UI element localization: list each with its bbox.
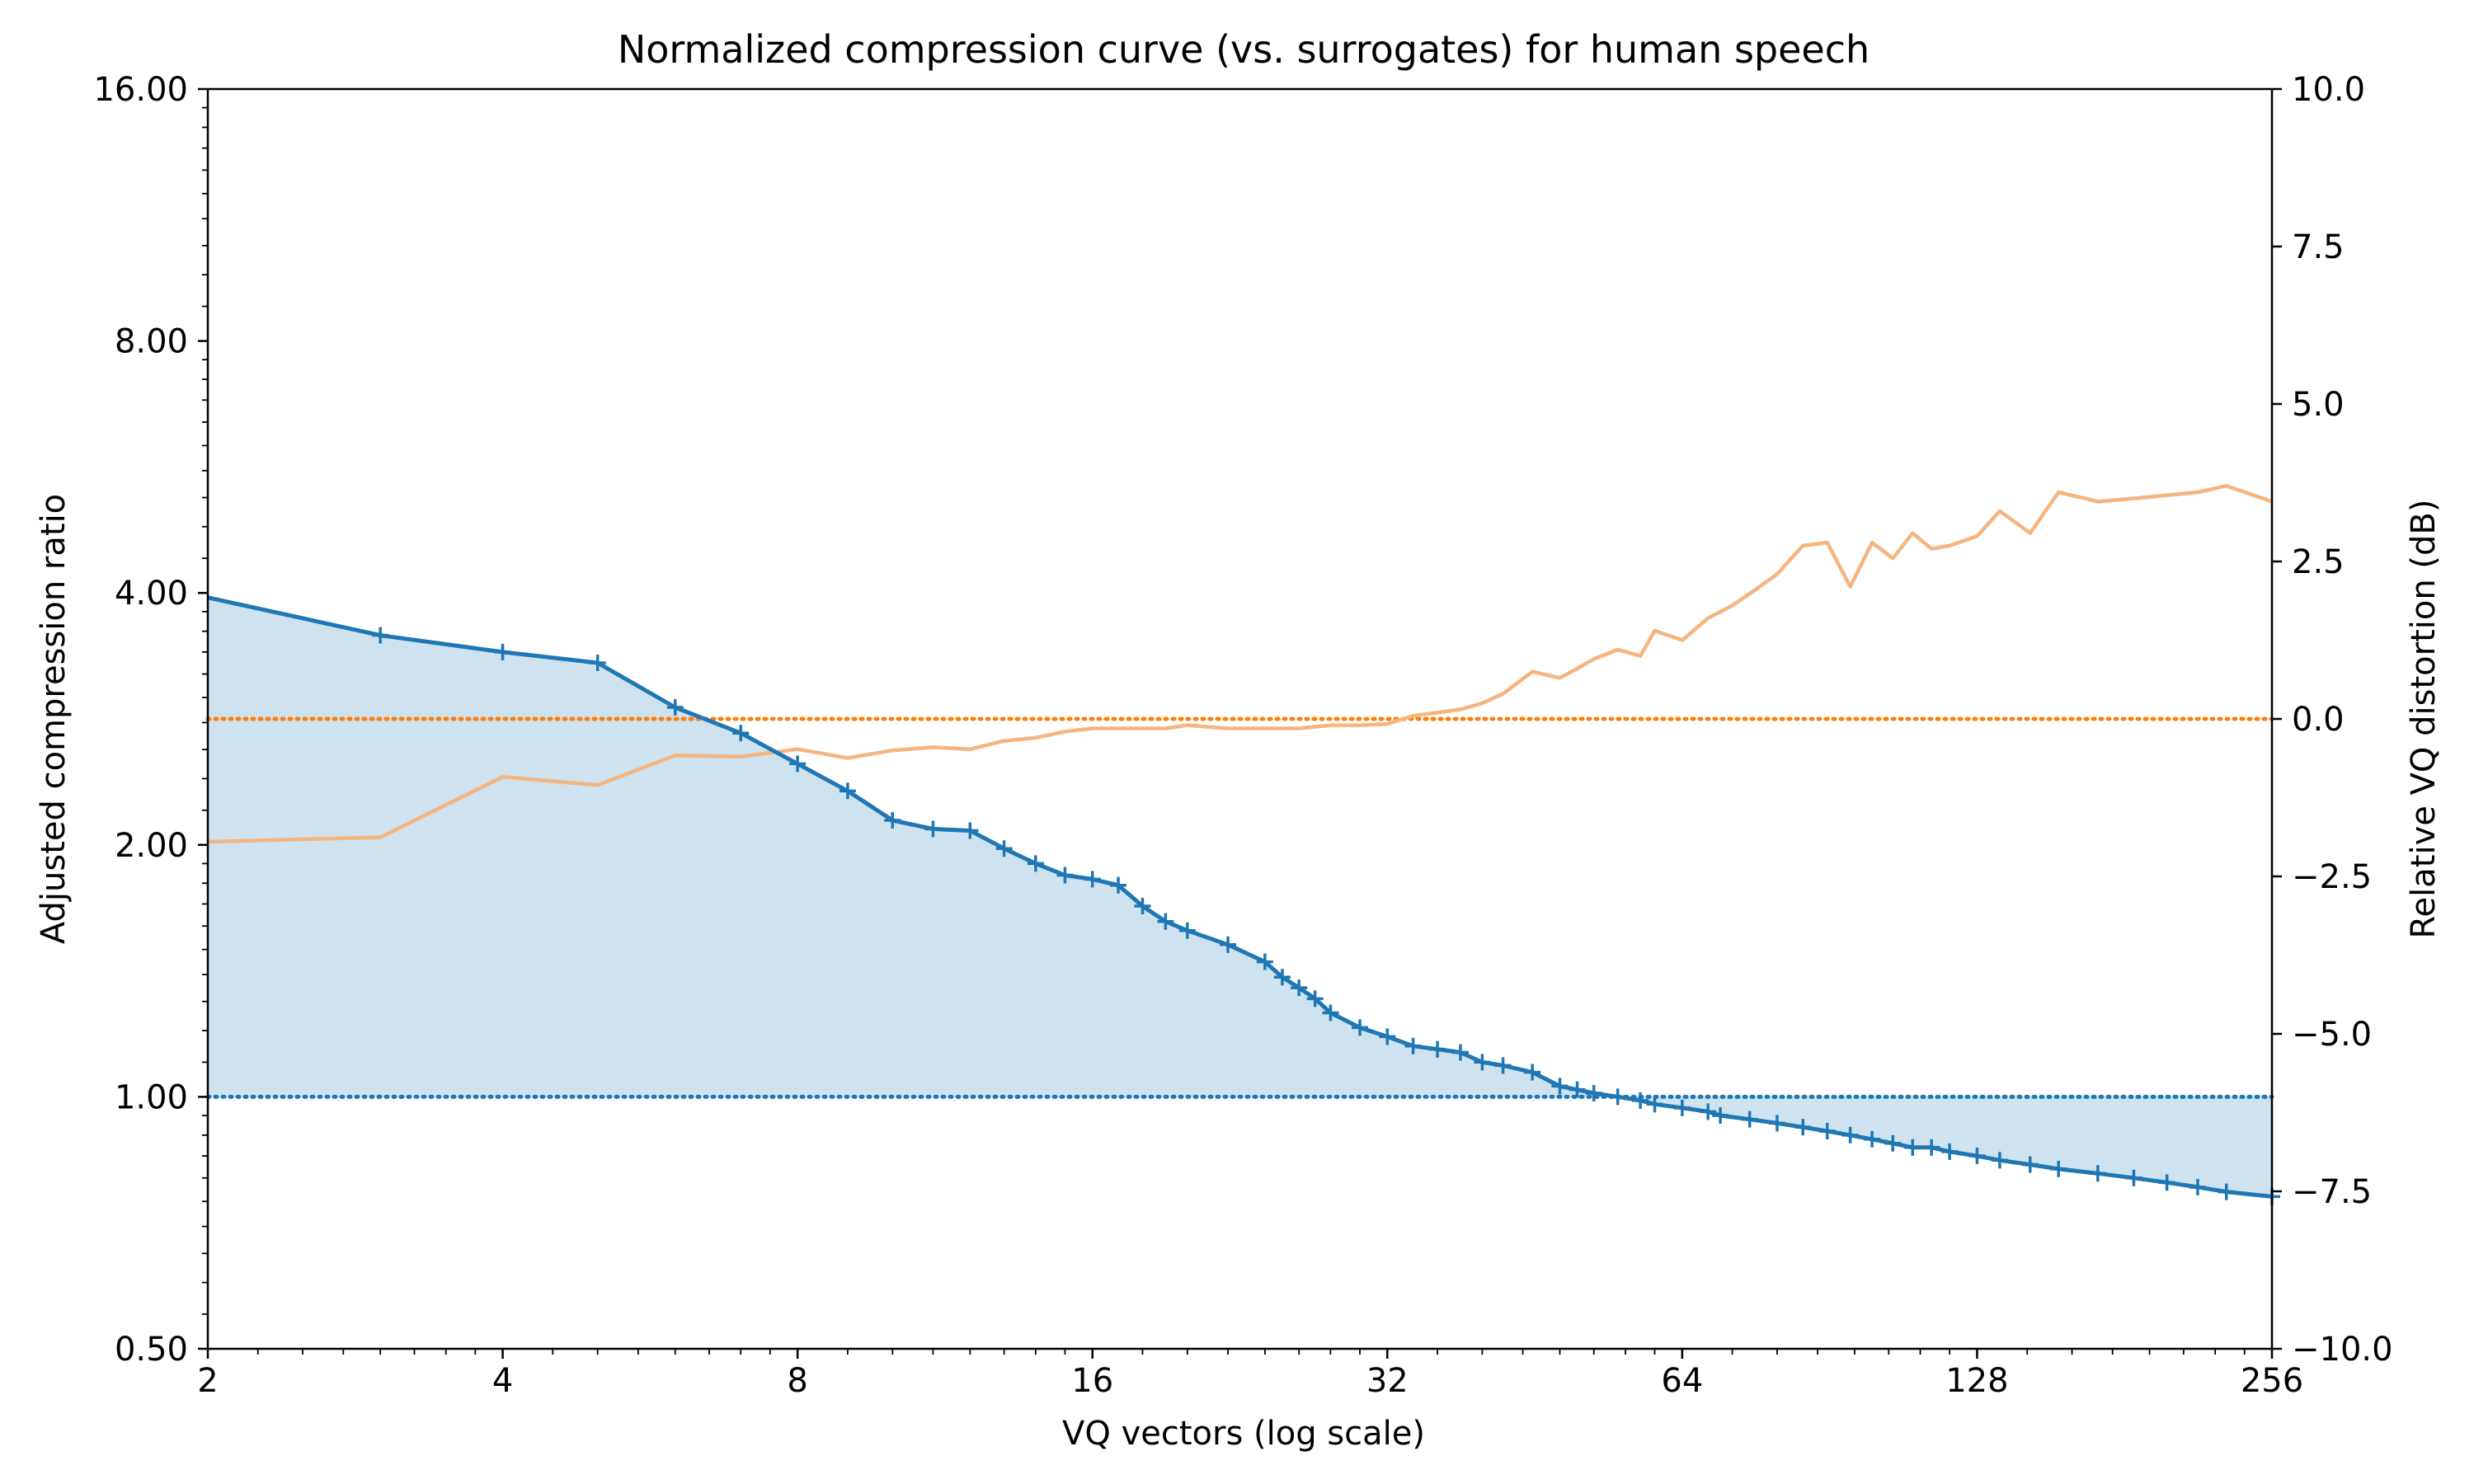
compression-point [1157, 913, 1174, 930]
compression-point [1768, 1115, 1785, 1132]
compression-point [2218, 1183, 2235, 1200]
compression-point [995, 840, 1013, 857]
compression-point [1219, 936, 1236, 953]
compression-point [1322, 1004, 1339, 1021]
distortion-series-line [207, 484, 2273, 844]
y-tick-label-right: −5.0 [2292, 1016, 2372, 1054]
compression-point [1178, 922, 1196, 939]
y-tick-label-right: −7.5 [2292, 1173, 2372, 1211]
compression-point [372, 627, 389, 644]
compression-point [2189, 1178, 2206, 1195]
axes: 2 4 8 16 32 64 128 256 0.50 1.00 2.00 4.00 8.00 16.00… [93, 71, 2392, 1400]
compression-point [1841, 1126, 1859, 1144]
compression-point [1884, 1134, 1902, 1152]
compression-point [732, 725, 750, 742]
compression-point [1941, 1143, 1959, 1160]
compression-point [1084, 871, 1101, 888]
x-tick-label: 64 [1661, 1362, 1703, 1400]
compression-point [1451, 1044, 1469, 1061]
compression-fill [208, 597, 2272, 1197]
y-tick-label-right: 2.5 [2292, 543, 2345, 581]
compression-point [1712, 1107, 1729, 1125]
compression-point [1351, 1019, 1368, 1036]
compression-point [1864, 1130, 1881, 1148]
compression-point [1818, 1122, 1836, 1139]
y-tick-label-right: −2.5 [2292, 858, 2372, 896]
y-tick-label-left: 2.00 [115, 827, 188, 865]
y-tick-label-left: 0.50 [115, 1331, 188, 1369]
y-axis-label-right: Relative VQ distortion (dB) [2405, 500, 2443, 939]
compression-point [1646, 1096, 1663, 1113]
reference-lines [205, 716, 2274, 1099]
compression-point [1404, 1037, 1422, 1054]
x-tick-label: 8 [787, 1362, 807, 1400]
x-axis-label: VQ vectors (log scale) [1062, 1415, 1425, 1453]
y-tick-label-left: 4.00 [115, 575, 188, 613]
x-tick-label: 256 [2241, 1362, 2303, 1400]
compression-point [1632, 1092, 1649, 1109]
compression-point [1306, 990, 1324, 1007]
y-axis-label-left: Adjusted compression ratio [35, 494, 73, 944]
y-tick-label-right: −10.0 [2292, 1331, 2393, 1369]
compression-point [1968, 1148, 1986, 1165]
compression-point [1609, 1088, 1626, 1106]
compression-point [1494, 1057, 1512, 1074]
x-tick-label: 4 [492, 1362, 513, 1400]
compression-point [1569, 1081, 1586, 1098]
compression-point [924, 820, 942, 838]
compression-point [494, 643, 511, 660]
compression-point [789, 755, 807, 773]
compression-point [2125, 1169, 2142, 1186]
y-tick-label-right: 7.5 [2292, 228, 2345, 266]
compression-point [1585, 1085, 1602, 1102]
compression-point [1474, 1054, 1491, 1071]
compression-point [1551, 1078, 1569, 1095]
compression-point [884, 811, 901, 829]
compression-point [1056, 866, 1074, 884]
x-tick-label: 2 [197, 1362, 218, 1400]
y-tick-label-right: 0.0 [2292, 701, 2345, 739]
compression-point [1429, 1040, 1446, 1058]
y-tick-label-left: 16.00 [93, 71, 188, 109]
x-tick-label: 32 [1366, 1362, 1409, 1400]
chart-title: Normalized compression curve (vs. surrog… [618, 27, 1870, 72]
compression-point [1379, 1028, 1396, 1045]
series-lines [207, 484, 2280, 1205]
compression-fill-area [208, 597, 2272, 1197]
compression-point [1904, 1139, 1921, 1156]
compression-point [1794, 1119, 1812, 1136]
compression-point [1027, 855, 1044, 872]
compression-point [1291, 979, 1308, 997]
compression-point [1273, 969, 1291, 986]
compression-point [839, 782, 856, 800]
compression-point [2158, 1174, 2175, 1191]
compression-point [1991, 1152, 2008, 1169]
compression-point [1673, 1099, 1691, 1116]
compression-point [666, 698, 684, 716]
compression-point [1741, 1111, 1758, 1128]
y-tick-label-left: 1.00 [115, 1078, 188, 1116]
compression-point [962, 822, 979, 839]
compression-point [1524, 1064, 1541, 1081]
compression-point [2021, 1156, 2039, 1173]
compression-point [2050, 1160, 2067, 1177]
compression-point [1134, 898, 1151, 915]
x-tick-label: 128 [1945, 1362, 2008, 1400]
y-tick-label-right: 5.0 [2292, 386, 2345, 424]
compression-point [2089, 1165, 2106, 1182]
y-tick-label-left: 8.00 [115, 323, 188, 361]
compression-point [1700, 1103, 1717, 1120]
y-tick-label-right: 10.0 [2292, 71, 2365, 109]
compression-point [1256, 953, 1273, 970]
compression-point [1109, 876, 1126, 894]
compression-point [589, 655, 606, 672]
x-tick-label: 16 [1071, 1362, 1113, 1400]
compression-point [1923, 1139, 1940, 1156]
